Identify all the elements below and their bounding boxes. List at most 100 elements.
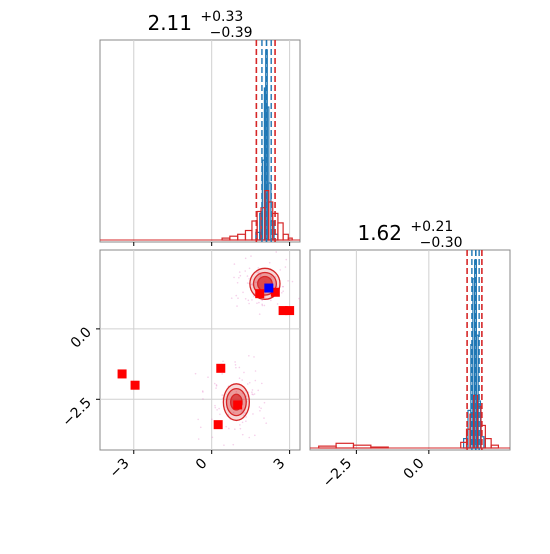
panel-frame [99,39,301,243]
sample-point [238,276,240,279]
sample-point [248,354,250,357]
sample-point [238,366,241,369]
panel-title-param-2: 1.62 +0.21 −0.30 [357,212,462,251]
sample-point [235,294,238,297]
gridlines [133,40,291,242]
red-marker [278,306,288,316]
marginal-panel-param-2: −2.5 0.0 1.62 +0.21 −0.30 [309,212,511,491]
sample-point [270,276,272,278]
sample-point [246,282,249,284]
sample-point [236,305,238,307]
sample-point [219,413,221,416]
histogram-bin-red [237,233,247,241]
histogram-bin-red [282,233,289,241]
sample-point [257,267,260,269]
sample-point [244,270,247,272]
sample-point [251,299,253,301]
sample-point [252,393,254,396]
tick-marks [96,328,291,454]
sample-point [268,261,271,264]
sample-point [234,428,236,430]
posterior-sample-cloud [194,251,300,446]
title-value: 2.11 [147,11,192,35]
sample-point [250,283,253,286]
sample-point [282,285,284,288]
histogram-bin-red [484,438,492,449]
sample-point [234,361,236,363]
x-tick-label: 3 [271,456,289,474]
sample-point [233,263,236,265]
sample-point [251,393,253,395]
sample-point [252,413,254,415]
sample-point [234,364,237,366]
sample-point [281,291,283,294]
red-marker [213,420,223,430]
sample-point [279,269,282,271]
sample-point [216,409,218,411]
sample-point [241,421,244,424]
x-tick-labels: −3 0 3 [107,456,289,482]
sample-point [248,436,251,439]
sample-point [247,299,250,302]
sample-point [263,417,265,419]
sample-point [265,422,268,424]
sample-point [238,271,241,273]
marker-points [117,283,295,430]
sample-point [258,301,260,304]
sample-point [253,295,255,298]
title-value: 1.62 [357,221,402,245]
marginal-panel-param-1: 2.11 +0.33 −0.39 [99,9,301,246]
sample-point [236,281,239,284]
blue-marker [264,283,274,293]
sample-point [261,304,264,307]
sample-point [207,376,209,378]
sample-point [250,255,252,257]
sample-point [258,313,261,315]
histogram-bins [310,259,510,449]
sample-point [211,436,214,439]
sample-point [264,295,266,298]
sample-point [248,302,250,305]
sample-point [201,390,204,392]
sample-point [202,398,204,400]
sample-point [240,410,243,412]
red-marker [233,400,243,410]
panel-frame [309,249,511,451]
sample-point [239,424,241,426]
title-plus-error: +0.33 [200,9,243,25]
tick-marks [133,242,291,246]
sample-point [256,271,258,273]
sample-point [235,366,237,369]
sample-point [298,297,300,300]
sample-point [282,285,284,288]
red-marker [285,306,295,316]
sample-point [243,412,245,414]
histogram-bin-red [277,222,284,241]
sample-point [254,379,257,382]
sample-point [245,395,248,398]
sample-point [241,379,243,381]
x-tick-label: 0 [193,456,211,474]
sample-point [230,297,233,299]
sample-point [253,393,256,395]
title-plus-error: +0.21 [410,219,453,235]
sample-point [225,425,227,428]
x-tick-label: 0.0 [401,456,428,483]
sample-point [215,384,218,387]
sample-point [246,383,249,385]
red-marker [216,363,226,373]
sample-point [244,298,247,300]
histogram-bin-red [244,229,253,241]
sample-point [291,280,294,283]
quantile-lines [466,250,483,450]
sample-point [213,382,216,385]
gridlines [100,250,300,450]
sample-point [194,372,197,375]
sample-point [275,251,278,253]
panel-frame [99,249,301,451]
title-minus-error: −0.39 [210,25,253,41]
sample-point [239,427,242,430]
sample-point [214,404,216,407]
sample-point [270,299,272,302]
